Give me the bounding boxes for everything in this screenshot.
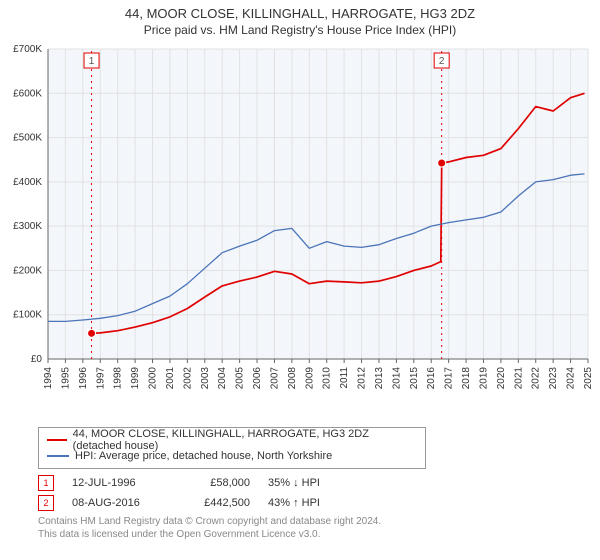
svg-text:2005: 2005 [235, 367, 246, 390]
svg-text:2006: 2006 [252, 367, 263, 390]
sale-price: £58,000 [180, 477, 250, 489]
footer: Contains HM Land Registry data © Crown c… [38, 515, 588, 541]
svg-text:2009: 2009 [304, 367, 315, 390]
svg-text:£700K: £700K [13, 44, 42, 55]
svg-text:1995: 1995 [60, 367, 71, 390]
sale-delta: 35% ↓ HPI [268, 477, 358, 489]
svg-text:£400K: £400K [13, 177, 42, 188]
sale-price: £442,500 [180, 497, 250, 509]
line-chart: £0 £100K £200K £300K £400K £500K £600K £700K 199… [0, 39, 600, 419]
svg-text:1: 1 [89, 56, 95, 67]
footer-line: Contains HM Land Registry data © Crown c… [38, 515, 588, 528]
svg-text:2018: 2018 [461, 367, 472, 390]
svg-text:1998: 1998 [113, 367, 124, 390]
svg-text:2022: 2022 [531, 367, 542, 390]
legend-swatch [47, 455, 69, 457]
svg-text:1996: 1996 [78, 367, 89, 390]
svg-text:£0: £0 [31, 354, 43, 365]
svg-text:2024: 2024 [566, 367, 577, 390]
svg-text:2013: 2013 [374, 367, 385, 390]
svg-text:2015: 2015 [409, 367, 420, 390]
sale-points-table: 1 12-JUL-1996 £58,000 35% ↓ HPI 2 08-AUG… [38, 475, 588, 511]
legend-swatch [47, 439, 67, 441]
svg-text:1997: 1997 [95, 367, 106, 390]
legend-label: HPI: Average price, detached house, Nort… [75, 450, 332, 462]
svg-text:2000: 2000 [148, 367, 159, 390]
svg-text:2014: 2014 [391, 367, 402, 390]
sale-point-row: 2 08-AUG-2016 £442,500 43% ↑ HPI [38, 495, 588, 511]
svg-text:£100K: £100K [13, 310, 42, 321]
svg-text:2017: 2017 [444, 367, 455, 390]
legend: 44, MOOR CLOSE, KILLINGHALL, HARROGATE, … [38, 427, 426, 469]
svg-text:2025: 2025 [583, 367, 594, 390]
svg-text:2007: 2007 [269, 367, 280, 390]
sale-marker-icon: 1 [38, 475, 54, 491]
chart-title-block: 44, MOOR CLOSE, KILLINGHALL, HARROGATE, … [0, 0, 600, 39]
svg-text:2019: 2019 [478, 367, 489, 390]
svg-text:2004: 2004 [217, 367, 228, 390]
svg-text:2008: 2008 [287, 367, 298, 390]
legend-label: 44, MOOR CLOSE, KILLINGHALL, HARROGATE, … [73, 428, 417, 452]
legend-row: 44, MOOR CLOSE, KILLINGHALL, HARROGATE, … [47, 432, 417, 448]
svg-text:2016: 2016 [426, 367, 437, 390]
svg-text:2012: 2012 [357, 367, 368, 390]
sale-marker-icon: 2 [38, 495, 54, 511]
svg-text:2003: 2003 [200, 367, 211, 390]
svg-text:£300K: £300K [13, 221, 42, 232]
sale-date: 08-AUG-2016 [72, 497, 162, 509]
chart-title: 44, MOOR CLOSE, KILLINGHALL, HARROGATE, … [4, 6, 596, 21]
chart-subtitle: Price paid vs. HM Land Registry's House … [4, 23, 596, 37]
svg-text:1994: 1994 [43, 367, 54, 390]
footer-line: This data is licensed under the Open Gov… [38, 528, 588, 541]
svg-text:2002: 2002 [182, 367, 193, 390]
svg-text:2020: 2020 [496, 367, 507, 390]
svg-text:1999: 1999 [130, 367, 141, 390]
svg-text:£500K: £500K [13, 133, 42, 144]
svg-text:2: 2 [439, 56, 445, 67]
sale-date: 12-JUL-1996 [72, 477, 162, 489]
svg-text:2021: 2021 [513, 367, 524, 390]
svg-text:2001: 2001 [165, 367, 176, 390]
svg-text:£600K: £600K [13, 88, 42, 99]
svg-text:2011: 2011 [339, 367, 350, 389]
svg-text:£200K: £200K [13, 265, 42, 276]
svg-text:2010: 2010 [322, 367, 333, 390]
chart-area: £0 £100K £200K £300K £400K £500K £600K £700K 199… [0, 39, 600, 419]
sale-point-row: 1 12-JUL-1996 £58,000 35% ↓ HPI [38, 475, 588, 491]
svg-text:2023: 2023 [548, 367, 559, 390]
sale-delta: 43% ↑ HPI [268, 497, 358, 509]
